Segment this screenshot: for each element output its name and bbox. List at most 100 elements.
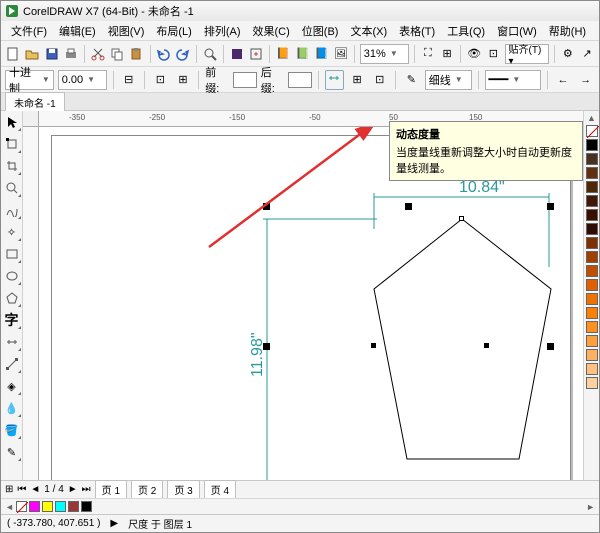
smart-tool[interactable]: ✧ <box>3 223 21 241</box>
ruler-origin[interactable] <box>23 111 39 127</box>
menu-effects[interactable]: 效果(C) <box>247 21 296 41</box>
menu-arrange[interactable]: 排列(A) <box>198 21 247 41</box>
menu-bitmap[interactable]: 位图(B) <box>296 21 345 41</box>
units-combo[interactable]: 十进制▼ <box>5 70 54 90</box>
menu-file[interactable]: 文件(F) <box>5 21 53 41</box>
color-swatch[interactable] <box>586 223 598 235</box>
suffix-input[interactable] <box>288 72 312 88</box>
ellipse-tool[interactable] <box>3 267 21 285</box>
search-icon[interactable] <box>202 44 218 64</box>
app2-icon[interactable]: 📘 <box>313 44 329 64</box>
copy-icon[interactable] <box>109 44 125 64</box>
dynamic-dim-button[interactable] <box>325 70 344 90</box>
palette-left[interactable]: ◄ <box>5 502 14 512</box>
menu-view[interactable]: 视图(V) <box>102 21 151 41</box>
menu-help[interactable]: 帮助(H) <box>543 21 592 41</box>
eyedropper-tool[interactable]: 💧 <box>3 399 21 417</box>
save-icon[interactable] <box>44 44 60 64</box>
color-swatch[interactable] <box>586 209 598 221</box>
doc-tab-1[interactable]: 未命名 -1 <box>5 92 65 112</box>
color-swatch[interactable] <box>586 279 598 291</box>
outline-pen-icon[interactable]: ✎ <box>402 70 421 90</box>
outline-tool[interactable]: ✎ <box>3 443 21 461</box>
fill-tool[interactable]: 🪣 <box>3 421 21 439</box>
prev-page[interactable]: ◄ <box>30 484 40 495</box>
freehand-tool[interactable] <box>3 201 21 219</box>
color-swatch[interactable] <box>586 251 598 263</box>
palette-swatch[interactable] <box>42 501 53 512</box>
dim-ext-icon[interactable]: ⊡ <box>370 70 389 90</box>
menu-layout[interactable]: 布局(L) <box>150 21 197 41</box>
palette-swatch[interactable] <box>68 501 79 512</box>
menu-text[interactable]: 文本(X) <box>344 21 393 41</box>
color-swatch[interactable] <box>586 153 598 165</box>
dim-style-icon[interactable]: ⊟ <box>119 70 138 90</box>
color-swatch[interactable] <box>586 363 598 375</box>
color-swatch[interactable] <box>586 195 598 207</box>
color-swatch[interactable] <box>586 265 598 277</box>
snap-combo[interactable]: 贴齐(T) ▾ <box>505 44 549 64</box>
effects-tool[interactable]: ◈ <box>3 377 21 395</box>
pick-tool[interactable] <box>3 113 21 131</box>
color-swatch[interactable] <box>586 237 598 249</box>
undo-icon[interactable] <box>155 44 171 64</box>
page-tab-4[interactable]: 页 4 <box>204 480 236 499</box>
next-obj-icon[interactable]: ▶ <box>110 518 118 529</box>
add-page-button[interactable]: ⊞ <box>5 484 13 495</box>
line-style-combo[interactable]: ━━━▼ <box>485 70 541 90</box>
new-icon[interactable] <box>5 44 21 64</box>
color-swatch[interactable] <box>586 335 598 347</box>
show-icon[interactable]: 👁 <box>466 44 482 64</box>
dim-text-icon[interactable]: ⊞ <box>348 70 367 90</box>
text-tool[interactable]: 字 <box>3 311 21 329</box>
zoom-combo[interactable]: 31%▼ <box>360 44 409 64</box>
polygon-tool[interactable] <box>3 289 21 307</box>
import-icon[interactable] <box>229 44 245 64</box>
start-arrow-icon[interactable]: ← <box>554 70 573 90</box>
grid-icon[interactable]: ⊡ <box>485 44 501 64</box>
width-dimension[interactable]: 10.84" <box>459 179 505 197</box>
menu-window[interactable]: 窗口(W) <box>491 21 543 41</box>
app1-icon[interactable]: 📗 <box>294 44 310 64</box>
open-icon[interactable] <box>24 44 40 64</box>
first-page[interactable]: ⏮ <box>17 484 26 495</box>
height-dimension[interactable]: 11.98" <box>249 332 267 377</box>
export-icon[interactable] <box>248 44 264 64</box>
palette-swatch[interactable] <box>81 501 92 512</box>
redo-icon[interactable] <box>175 44 191 64</box>
dim-opt1-icon[interactable]: ⊡ <box>151 70 170 90</box>
vertical-ruler[interactable] <box>23 127 39 480</box>
color-swatch[interactable] <box>586 321 598 333</box>
color-swatch[interactable] <box>586 167 598 179</box>
page-tab-1[interactable]: 页 1 <box>95 480 127 499</box>
next-page[interactable]: ► <box>68 484 78 495</box>
canvas[interactable]: 10.84" 11.98" 动态度量 当度量线重新调 <box>39 127 583 480</box>
rect-tool[interactable] <box>3 245 21 263</box>
menu-table[interactable]: 表格(T) <box>393 21 441 41</box>
page-tab-3[interactable]: 页 3 <box>167 480 199 499</box>
rulers-icon[interactable]: ⊞ <box>439 44 455 64</box>
last-page[interactable]: ⏭ <box>82 484 91 495</box>
publish-icon[interactable]: 📙 <box>275 44 291 64</box>
color-swatch[interactable] <box>586 181 598 193</box>
prefix-input[interactable] <box>233 72 257 88</box>
launch-icon[interactable]: ↗ <box>579 44 595 64</box>
app3-icon[interactable]: 🖼 <box>333 44 349 64</box>
menu-tools[interactable]: 工具(Q) <box>441 21 491 41</box>
outline-width-combo[interactable]: 细线▼ <box>425 70 472 90</box>
connector-tool[interactable] <box>3 355 21 373</box>
color-swatch[interactable] <box>586 377 598 389</box>
palette-right[interactable]: ► <box>586 502 595 512</box>
crop-tool[interactable] <box>3 157 21 175</box>
options-icon[interactable]: ⚙ <box>560 44 576 64</box>
menu-edit[interactable]: 编辑(E) <box>53 21 102 41</box>
palette-up[interactable]: ▲ <box>587 113 596 123</box>
paste-icon[interactable] <box>128 44 144 64</box>
color-swatch[interactable] <box>586 139 598 151</box>
zoom-tool[interactable] <box>3 179 21 197</box>
dimension-tool[interactable] <box>3 333 21 351</box>
palette-swatch[interactable] <box>55 501 66 512</box>
fullscreen-icon[interactable]: ⛶ <box>420 44 436 64</box>
no-fill-swatch[interactable] <box>16 501 27 512</box>
palette-swatch[interactable] <box>29 501 40 512</box>
